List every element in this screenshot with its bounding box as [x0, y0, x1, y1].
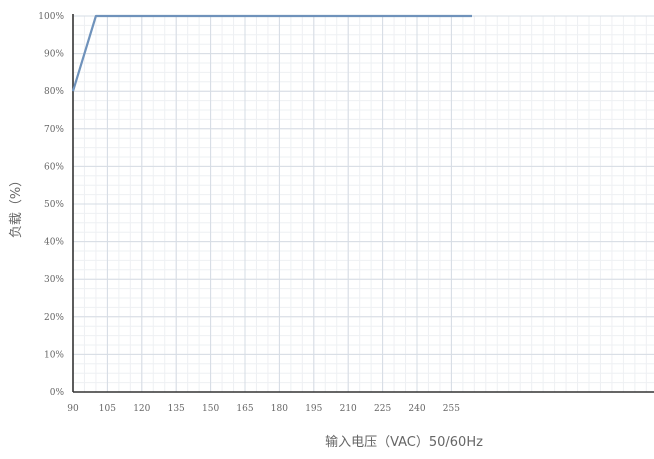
series-line — [71, 14, 472, 92]
x-tick-label: 180 — [271, 404, 288, 414]
x-tick-label: 255 — [443, 404, 460, 414]
x-tick-label: 195 — [305, 404, 322, 414]
y-tick-label: 90% — [44, 50, 64, 60]
series — [71, 14, 472, 92]
y-tick-label: 80% — [44, 87, 64, 97]
x-tick-label: 90 — [67, 404, 79, 414]
x-tick-label: 135 — [168, 404, 185, 414]
y-tick-label: 0% — [50, 388, 65, 398]
y-tick-label: 70% — [44, 125, 64, 135]
y-tick-label: 20% — [44, 313, 64, 323]
y-tick-label: 100% — [38, 12, 64, 22]
y-tick-label: 60% — [44, 162, 64, 172]
y-tick-label: 30% — [44, 275, 64, 285]
x-tick-label: 240 — [408, 404, 425, 414]
grid — [72, 15, 654, 393]
y-tick-label: 40% — [44, 238, 64, 248]
x-tick-label: 225 — [374, 404, 391, 414]
y-tick-labels: 0% 10% 20% 30% 40% 50% 60% 70% 80% 90% 100% — [38, 12, 64, 398]
y-tick-label: 10% — [44, 350, 64, 360]
x-tick-label: 150 — [202, 404, 219, 414]
x-tick-label: 105 — [99, 404, 116, 414]
x-axis-title: 输入电压（VAC）50/60Hz — [325, 434, 483, 450]
axes — [72, 14, 654, 393]
x-tick-labels: 90 105 120 135 150 165 180 195 210 225 240 255 — [67, 404, 460, 414]
y-tick-label: 50% — [44, 200, 64, 210]
x-tick-label: 120 — [133, 404, 150, 414]
x-tick-label: 210 — [340, 404, 357, 414]
y-axis-title: 负载（%） — [9, 174, 24, 238]
x-tick-label: 165 — [236, 404, 253, 414]
